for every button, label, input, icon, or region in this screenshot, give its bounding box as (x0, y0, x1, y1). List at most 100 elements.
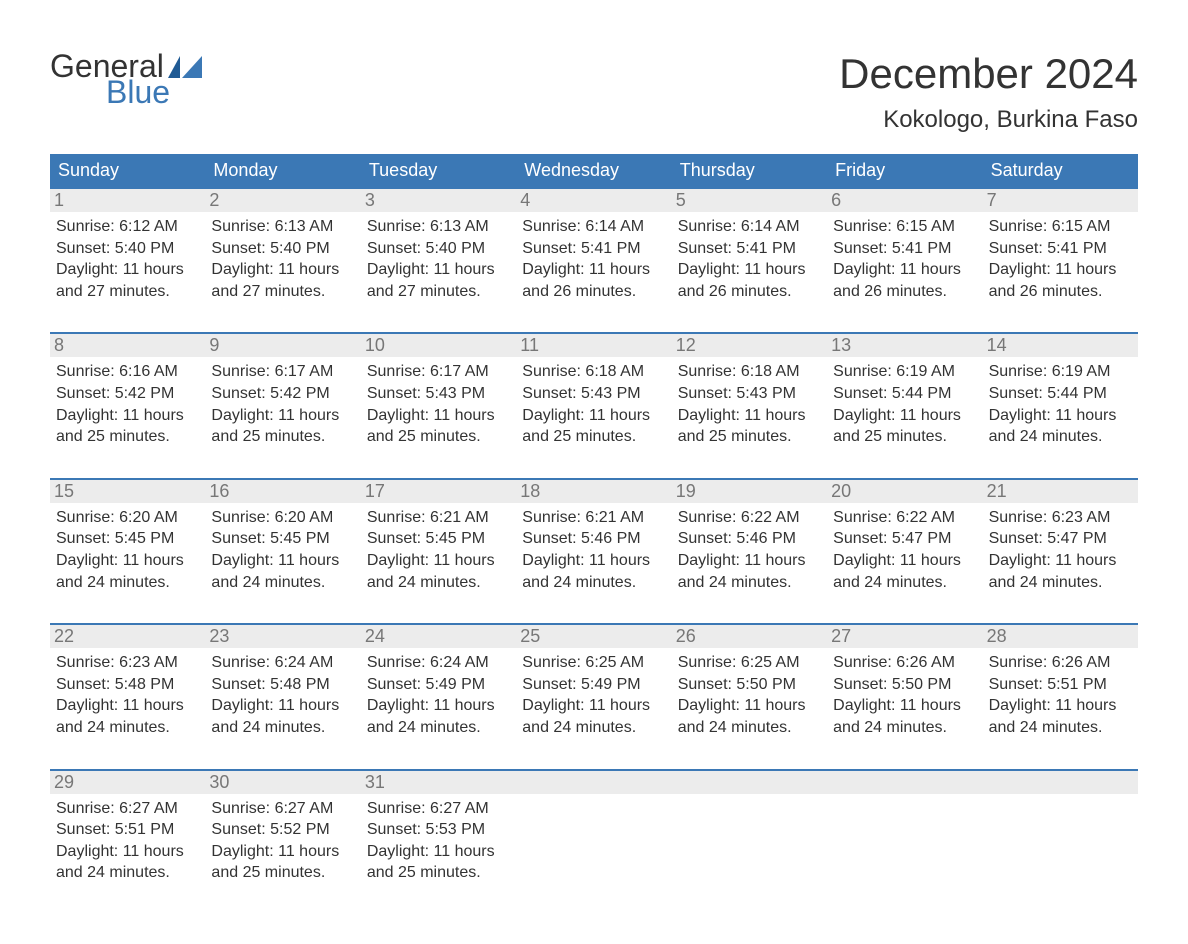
day-body: Sunrise: 6:19 AMSunset: 5:44 PMDaylight:… (989, 357, 1132, 447)
dow-cell: Friday (827, 154, 982, 187)
day-body: Sunrise: 6:21 AMSunset: 5:45 PMDaylight:… (367, 503, 510, 593)
daylight-line-2: and 24 minutes. (989, 717, 1132, 739)
daylight-line-1: Daylight: 11 hours (367, 695, 510, 717)
sunset-text: Sunset: 5:41 PM (678, 238, 821, 260)
sunset-text: Sunset: 5:45 PM (56, 528, 199, 550)
sunset-text: Sunset: 5:53 PM (367, 819, 510, 841)
sunset-text: Sunset: 5:43 PM (367, 383, 510, 405)
sunrise-text: Sunrise: 6:15 AM (989, 216, 1132, 238)
sunset-text: Sunset: 5:51 PM (989, 674, 1132, 696)
sunset-text: Sunset: 5:43 PM (678, 383, 821, 405)
sunrise-text: Sunrise: 6:14 AM (522, 216, 665, 238)
calendar: SundayMondayTuesdayWednesdayThursdayFrid… (50, 154, 1138, 892)
day-number: 6 (827, 189, 982, 212)
daylight-line-2: and 24 minutes. (522, 572, 665, 594)
day-cell: 24Sunrise: 6:24 AMSunset: 5:49 PMDayligh… (361, 625, 516, 746)
day-body: Sunrise: 6:18 AMSunset: 5:43 PMDaylight:… (678, 357, 821, 447)
sunrise-text: Sunrise: 6:24 AM (211, 652, 354, 674)
day-body: Sunrise: 6:20 AMSunset: 5:45 PMDaylight:… (56, 503, 199, 593)
daylight-line-2: and 25 minutes. (522, 426, 665, 448)
day-body: Sunrise: 6:16 AMSunset: 5:42 PMDaylight:… (56, 357, 199, 447)
day-number: 17 (361, 480, 516, 503)
daylight-line-1: Daylight: 11 hours (522, 695, 665, 717)
daylight-line-2: and 24 minutes. (989, 426, 1132, 448)
sunset-text: Sunset: 5:40 PM (367, 238, 510, 260)
day-body: Sunrise: 6:23 AMSunset: 5:47 PMDaylight:… (989, 503, 1132, 593)
day-cell: 14Sunrise: 6:19 AMSunset: 5:44 PMDayligh… (983, 334, 1138, 455)
sunrise-text: Sunrise: 6:23 AM (56, 652, 199, 674)
sunset-text: Sunset: 5:48 PM (56, 674, 199, 696)
daylight-line-2: and 24 minutes. (56, 717, 199, 739)
day-cell: 9Sunrise: 6:17 AMSunset: 5:42 PMDaylight… (205, 334, 360, 455)
daylight-line-2: and 26 minutes. (678, 281, 821, 303)
day-number-empty (827, 771, 982, 794)
day-cell: 25Sunrise: 6:25 AMSunset: 5:49 PMDayligh… (516, 625, 671, 746)
sunrise-text: Sunrise: 6:17 AM (211, 361, 354, 383)
day-cell: 22Sunrise: 6:23 AMSunset: 5:48 PMDayligh… (50, 625, 205, 746)
sunset-text: Sunset: 5:49 PM (522, 674, 665, 696)
sunset-text: Sunset: 5:41 PM (989, 238, 1132, 260)
day-body: Sunrise: 6:25 AMSunset: 5:50 PMDaylight:… (678, 648, 821, 738)
sunrise-text: Sunrise: 6:22 AM (833, 507, 976, 529)
sunrise-text: Sunrise: 6:15 AM (833, 216, 976, 238)
day-number: 2 (205, 189, 360, 212)
sunrise-text: Sunrise: 6:22 AM (678, 507, 821, 529)
day-body: Sunrise: 6:18 AMSunset: 5:43 PMDaylight:… (522, 357, 665, 447)
daylight-line-1: Daylight: 11 hours (678, 259, 821, 281)
sunrise-text: Sunrise: 6:14 AM (678, 216, 821, 238)
day-cell: 1Sunrise: 6:12 AMSunset: 5:40 PMDaylight… (50, 189, 205, 310)
day-body: Sunrise: 6:14 AMSunset: 5:41 PMDaylight:… (522, 212, 665, 302)
day-cell: 21Sunrise: 6:23 AMSunset: 5:47 PMDayligh… (983, 480, 1138, 601)
sunset-text: Sunset: 5:44 PM (989, 383, 1132, 405)
day-body: Sunrise: 6:23 AMSunset: 5:48 PMDaylight:… (56, 648, 199, 738)
sunset-text: Sunset: 5:42 PM (56, 383, 199, 405)
daylight-line-2: and 25 minutes. (56, 426, 199, 448)
day-body: Sunrise: 6:27 AMSunset: 5:52 PMDaylight:… (211, 794, 354, 884)
day-number: 27 (827, 625, 982, 648)
day-number: 31 (361, 771, 516, 794)
daylight-line-1: Daylight: 11 hours (367, 405, 510, 427)
sunrise-text: Sunrise: 6:26 AM (833, 652, 976, 674)
daylight-line-2: and 24 minutes. (678, 572, 821, 594)
day-body: Sunrise: 6:20 AMSunset: 5:45 PMDaylight:… (211, 503, 354, 593)
day-number: 3 (361, 189, 516, 212)
sunset-text: Sunset: 5:41 PM (833, 238, 976, 260)
daylight-line-2: and 27 minutes. (56, 281, 199, 303)
daylight-line-2: and 25 minutes. (211, 862, 354, 884)
day-number: 8 (50, 334, 205, 357)
day-number: 5 (672, 189, 827, 212)
day-body: Sunrise: 6:22 AMSunset: 5:46 PMDaylight:… (678, 503, 821, 593)
day-body: Sunrise: 6:19 AMSunset: 5:44 PMDaylight:… (833, 357, 976, 447)
daylight-line-1: Daylight: 11 hours (522, 550, 665, 572)
daylight-line-2: and 24 minutes. (367, 717, 510, 739)
sunrise-text: Sunrise: 6:16 AM (56, 361, 199, 383)
daylight-line-1: Daylight: 11 hours (833, 550, 976, 572)
day-number: 22 (50, 625, 205, 648)
day-cell: 17Sunrise: 6:21 AMSunset: 5:45 PMDayligh… (361, 480, 516, 601)
day-body: Sunrise: 6:24 AMSunset: 5:48 PMDaylight:… (211, 648, 354, 738)
day-number: 15 (50, 480, 205, 503)
day-cell: 11Sunrise: 6:18 AMSunset: 5:43 PMDayligh… (516, 334, 671, 455)
day-cell: 4Sunrise: 6:14 AMSunset: 5:41 PMDaylight… (516, 189, 671, 310)
sunset-text: Sunset: 5:47 PM (989, 528, 1132, 550)
sunrise-text: Sunrise: 6:25 AM (678, 652, 821, 674)
day-cell: 27Sunrise: 6:26 AMSunset: 5:50 PMDayligh… (827, 625, 982, 746)
daylight-line-1: Daylight: 11 hours (211, 550, 354, 572)
day-body: Sunrise: 6:15 AMSunset: 5:41 PMDaylight:… (833, 212, 976, 302)
daylight-line-1: Daylight: 11 hours (211, 841, 354, 863)
day-cell: 23Sunrise: 6:24 AMSunset: 5:48 PMDayligh… (205, 625, 360, 746)
day-number: 13 (827, 334, 982, 357)
day-body: Sunrise: 6:24 AMSunset: 5:49 PMDaylight:… (367, 648, 510, 738)
sunset-text: Sunset: 5:42 PM (211, 383, 354, 405)
daylight-line-1: Daylight: 11 hours (989, 550, 1132, 572)
day-number: 20 (827, 480, 982, 503)
sunset-text: Sunset: 5:40 PM (211, 238, 354, 260)
logo: General Blue (50, 50, 202, 108)
sunset-text: Sunset: 5:43 PM (522, 383, 665, 405)
daylight-line-1: Daylight: 11 hours (367, 259, 510, 281)
daylight-line-1: Daylight: 11 hours (56, 695, 199, 717)
day-cell: 10Sunrise: 6:17 AMSunset: 5:43 PMDayligh… (361, 334, 516, 455)
sunset-text: Sunset: 5:45 PM (367, 528, 510, 550)
day-body: Sunrise: 6:27 AMSunset: 5:51 PMDaylight:… (56, 794, 199, 884)
day-number: 12 (672, 334, 827, 357)
